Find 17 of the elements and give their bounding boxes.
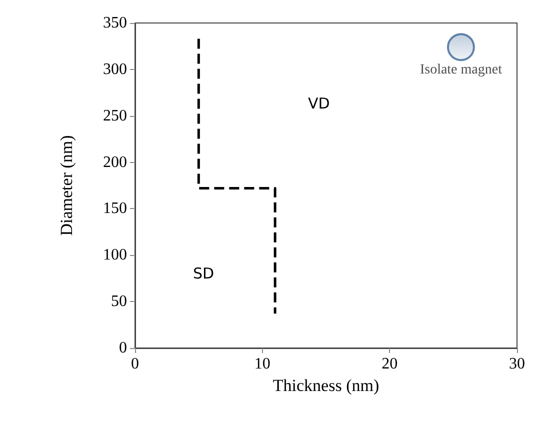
y-tick-label: 50 [111, 293, 127, 310]
x-tick-label: 0 [131, 356, 139, 372]
annotation: SD [193, 264, 214, 282]
x-tick-label: 10 [254, 356, 270, 372]
x-axis-title: Thickness (nm) [272, 376, 380, 395]
y-axis-title: Diameter (nm) [57, 135, 76, 236]
y-tick-label: 100 [103, 246, 127, 264]
annotation: VD [308, 94, 330, 112]
x-tick-label: 20 [382, 356, 398, 372]
y-tick-label: 350 [103, 14, 127, 32]
y-tick-label: 250 [103, 107, 127, 124]
y-tick-label: 0 [119, 340, 127, 356]
series-label: Isolate magnet [420, 62, 502, 78]
y-tick-label: 150 [103, 200, 127, 218]
y-tick-label: 200 [103, 154, 127, 171]
y-tick-label: 300 [103, 60, 127, 78]
x-tick-label: 30 [509, 356, 525, 372]
